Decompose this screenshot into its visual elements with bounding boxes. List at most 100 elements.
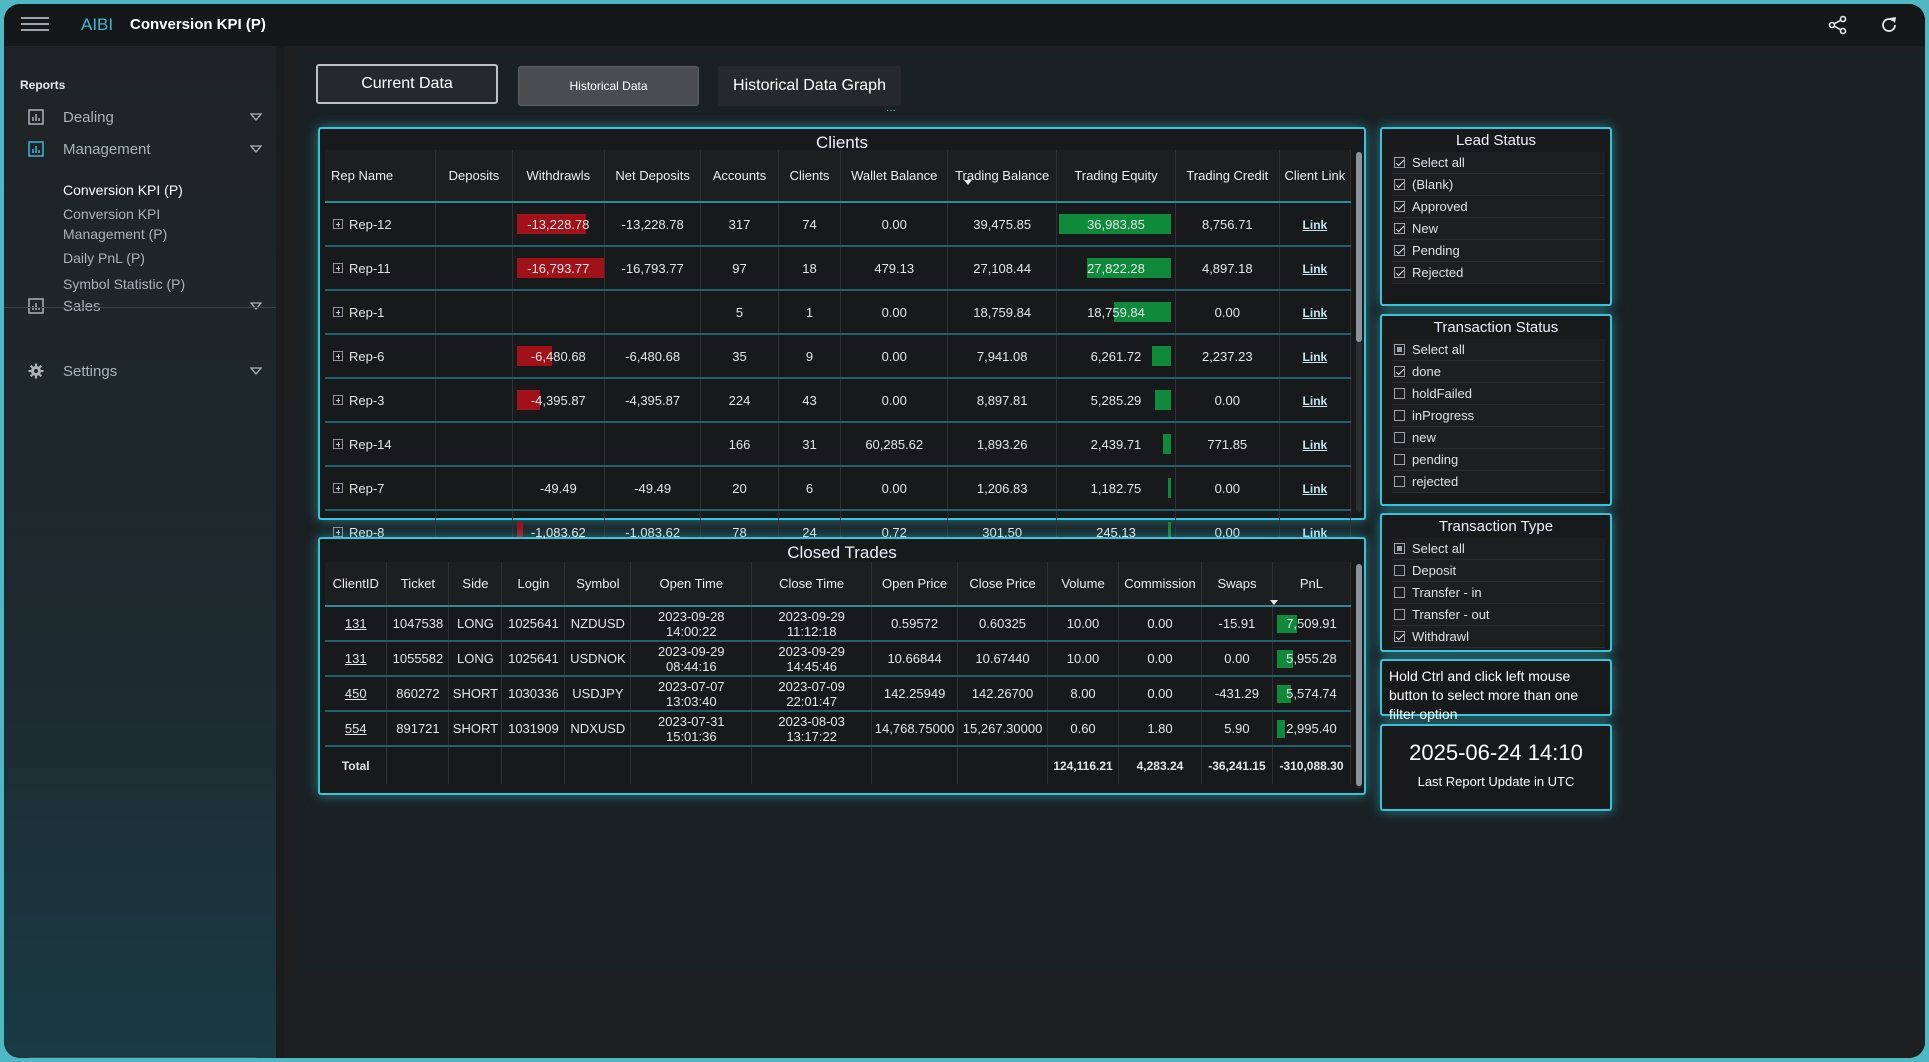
checkbox[interactable] xyxy=(1394,388,1405,399)
client-id-link[interactable]: 131 xyxy=(344,616,367,631)
column-header-trading-balance[interactable]: Trading Balance xyxy=(947,150,1058,203)
expand-icon[interactable] xyxy=(333,351,343,362)
checkbox[interactable] xyxy=(1394,344,1405,355)
expand-icon[interactable] xyxy=(333,527,343,538)
filter-option[interactable]: holdFailed xyxy=(1392,383,1605,405)
filter-option[interactable]: Transfer - in xyxy=(1392,582,1605,604)
column-header-trading-equity[interactable]: Trading Equity xyxy=(964,150,1176,203)
checkbox[interactable] xyxy=(1394,366,1405,377)
sidebar-scrollbar[interactable] xyxy=(29,1057,257,1058)
cell-link[interactable]: Link xyxy=(1279,378,1352,423)
column-header-ticket[interactable]: Ticket xyxy=(386,562,450,607)
cell-cid[interactable]: 450 xyxy=(325,676,388,712)
client-id-link[interactable]: 554 xyxy=(344,721,367,736)
share-icon[interactable] xyxy=(1826,13,1850,37)
filter-option[interactable]: Withdrawl xyxy=(1392,626,1605,648)
cell-link[interactable]: Link xyxy=(1279,334,1352,379)
cell-link[interactable]: Link xyxy=(1279,246,1352,291)
column-header-login[interactable]: Login xyxy=(501,562,566,607)
cell-link[interactable]: Link xyxy=(1279,466,1352,511)
column-header-deposits[interactable]: Deposits xyxy=(435,150,513,203)
column-header-close-price[interactable]: Close Price xyxy=(957,562,1049,607)
tab-current-data[interactable]: Current Data xyxy=(316,64,498,104)
column-header-swaps[interactable]: Swaps xyxy=(1201,562,1273,607)
client-link[interactable]: Link xyxy=(1302,349,1328,364)
checkbox[interactable] xyxy=(1394,476,1405,487)
filter-option[interactable]: done xyxy=(1392,361,1605,383)
filter-option[interactable]: new xyxy=(1392,427,1605,449)
client-link[interactable]: Link xyxy=(1302,217,1328,232)
filter-option[interactable]: Deposit xyxy=(1392,560,1605,582)
checkbox[interactable] xyxy=(1394,631,1405,642)
column-header-side[interactable]: Side xyxy=(448,562,503,607)
checkbox[interactable] xyxy=(1394,410,1405,421)
column-header-client-id[interactable]: ClientID xyxy=(325,562,388,607)
column-header-symbol[interactable]: Symbol xyxy=(564,562,632,607)
clients-scroll-thumb[interactable] xyxy=(1356,152,1362,342)
column-header-rep-name[interactable]: Rep Name xyxy=(325,150,437,203)
checkbox[interactable] xyxy=(1394,267,1405,278)
checkbox[interactable] xyxy=(1394,587,1405,598)
filter-option[interactable]: Select all xyxy=(1392,152,1605,174)
filter-option[interactable]: Select all xyxy=(1392,339,1605,361)
filter-option[interactable]: rejected xyxy=(1392,471,1605,493)
sidebar-item-settings[interactable]: Settings xyxy=(4,356,276,386)
rep-name-cell[interactable]: Rep-7 xyxy=(325,466,437,511)
filter-option[interactable]: Approved xyxy=(1392,196,1605,218)
client-id-link[interactable]: 131 xyxy=(344,651,367,666)
expand-icon[interactable] xyxy=(333,307,343,318)
checkbox[interactable] xyxy=(1394,432,1405,443)
more-options-icon[interactable]: ··· xyxy=(886,105,896,116)
refresh-icon[interactable] xyxy=(1877,13,1901,37)
sidebar-subitem-conversion-kpi-management[interactable]: Conversion KPI Management (P) xyxy=(63,206,168,242)
rep-name-cell[interactable]: Rep-1 xyxy=(325,290,437,335)
filter-option[interactable]: Rejected xyxy=(1392,262,1605,284)
column-header-volume[interactable]: Volume xyxy=(1047,562,1119,607)
client-link[interactable]: Link xyxy=(1302,261,1328,276)
sidebar-item-management[interactable]: Management xyxy=(4,134,276,164)
checkbox[interactable] xyxy=(1394,157,1405,168)
cell-cid[interactable]: 131 xyxy=(325,606,388,642)
column-header-withdrawls[interactable]: Withdrawls xyxy=(512,150,606,203)
tab-historical-data-graph[interactable]: Historical Data Graph xyxy=(718,66,901,106)
sidebar-subitem-conversion-kpi[interactable]: Conversion KPI (P) xyxy=(63,182,183,198)
cell-cid[interactable]: 554 xyxy=(325,711,388,747)
filter-option[interactable]: (Blank) xyxy=(1392,174,1605,196)
cell-link[interactable]: Link xyxy=(1279,202,1352,247)
rep-name-cell[interactable]: Rep-14 xyxy=(325,422,437,467)
column-header-open-price[interactable]: Open Price xyxy=(871,562,959,607)
cell-link[interactable]: Link xyxy=(1279,290,1352,335)
rep-name-cell[interactable]: Rep-11 xyxy=(325,246,437,291)
checkbox[interactable] xyxy=(1394,223,1405,234)
checkbox[interactable] xyxy=(1394,179,1405,190)
filter-option[interactable]: Pending xyxy=(1392,240,1605,262)
column-header-trading-credit[interactable]: Trading Credit xyxy=(1175,150,1280,203)
column-header-client-link[interactable]: Client Link xyxy=(1279,150,1352,203)
sidebar-subitem-daily-pnl[interactable]: Daily PnL (P) xyxy=(63,250,145,266)
client-link[interactable]: Link xyxy=(1302,305,1328,320)
column-header-net-deposits[interactable]: Net Deposits xyxy=(604,150,702,203)
expand-icon[interactable] xyxy=(333,439,343,450)
column-header-accounts[interactable]: Accounts xyxy=(700,150,779,203)
client-id-link[interactable]: 450 xyxy=(344,686,367,701)
expand-icon[interactable] xyxy=(333,395,343,406)
client-link[interactable]: Link xyxy=(1302,393,1328,408)
filter-option[interactable]: inProgress xyxy=(1392,405,1605,427)
sidebar-item-dealing[interactable]: Dealing xyxy=(4,102,276,132)
filter-option[interactable]: Transfer - out xyxy=(1392,604,1605,626)
column-header-clients[interactable]: Clients xyxy=(778,150,842,203)
expand-icon[interactable] xyxy=(333,483,343,494)
client-link[interactable]: Link xyxy=(1302,481,1328,496)
checkbox[interactable] xyxy=(1394,609,1405,620)
expand-icon[interactable] xyxy=(333,263,343,274)
sidebar-item-sales[interactable]: Sales xyxy=(4,291,276,321)
tab-historical-data[interactable]: Historical Data xyxy=(518,66,699,106)
column-header-pnl[interactable]: PnL xyxy=(1269,562,1352,607)
column-header-commission[interactable]: Commission xyxy=(1118,562,1202,607)
column-header-wallet-balance[interactable]: Wallet Balance xyxy=(840,150,949,203)
sidebar-subitem-symbol-statistic[interactable]: Symbol Statistic (P) xyxy=(63,276,186,292)
hamburger-menu-icon[interactable] xyxy=(21,17,49,33)
checkbox[interactable] xyxy=(1394,245,1405,256)
cell-link[interactable]: Link xyxy=(1279,422,1352,467)
column-header-open-time[interactable]: Open Time xyxy=(630,562,753,607)
